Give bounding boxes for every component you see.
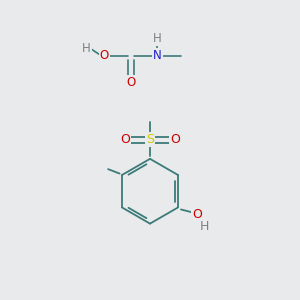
Text: S: S <box>146 133 154 146</box>
Text: O: O <box>126 76 136 89</box>
Text: O: O <box>120 133 130 146</box>
Text: O: O <box>170 133 180 146</box>
Text: H: H <box>200 220 209 233</box>
Text: N: N <box>153 49 162 62</box>
Text: H: H <box>82 42 91 55</box>
Text: O: O <box>192 208 202 221</box>
Text: O: O <box>100 49 109 62</box>
Text: H: H <box>153 32 162 45</box>
